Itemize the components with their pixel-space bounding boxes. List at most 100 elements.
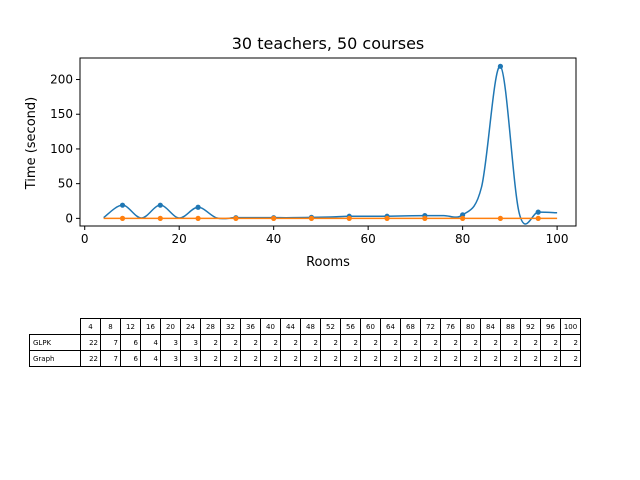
table-column-header: 12	[120, 318, 141, 335]
table-column-header: 24	[180, 318, 201, 335]
graph-point	[195, 215, 201, 221]
table-column-header: 44	[280, 318, 301, 335]
graph-point	[535, 215, 541, 221]
table-column-header: 60	[360, 318, 381, 335]
table-cell: 3	[160, 334, 181, 351]
table-cell: 2	[320, 334, 341, 351]
table-row: Graph 22 7 6 4 3 3 2 2 2 2 2 2 2 2 2 2 2 2 2 2 2 2 2 2 2	[29, 350, 581, 367]
table-cell: 2	[400, 350, 421, 367]
table-corner	[30, 319, 81, 335]
table-cell: 6	[120, 334, 141, 351]
table-cell: 2	[460, 350, 481, 367]
table-column-header: 36	[240, 318, 261, 335]
table-column-header: 52	[320, 318, 341, 335]
y-axis-label: Time (second)	[24, 97, 39, 190]
table-column-header: 32	[220, 318, 241, 335]
graph-point	[346, 215, 352, 221]
x-tick-label: 80	[455, 232, 470, 246]
table-cell: 22	[80, 334, 101, 351]
table-cell: 2	[260, 334, 281, 351]
table-column-header: 40	[260, 318, 281, 335]
table-column-header: 4	[80, 318, 101, 335]
table-column-header: 64	[380, 318, 401, 335]
table-cell: 2	[420, 350, 441, 367]
table-cell: 2	[380, 350, 401, 367]
table-cell: 4	[140, 350, 161, 367]
table-cell: 2	[340, 350, 361, 367]
table-cell: 2	[280, 334, 301, 351]
table-column-header: 96	[540, 318, 561, 335]
table-cell: 2	[560, 334, 581, 351]
x-tick-label: 40	[266, 232, 281, 246]
table-cell: 2	[440, 334, 461, 351]
table-cell: 2	[520, 334, 541, 351]
graph-point	[157, 215, 163, 221]
table-column-header: 100	[560, 318, 581, 335]
glpk-point	[195, 204, 201, 210]
x-tick-label: 20	[172, 232, 187, 246]
table-column-header: 84	[480, 318, 501, 335]
table-cell: 3	[160, 350, 181, 367]
graph-point	[384, 215, 390, 221]
table-cell: 3	[180, 350, 201, 367]
graph-point	[460, 215, 466, 221]
table-column-header: 80	[460, 318, 481, 335]
x-tick-label: 100	[546, 232, 569, 246]
table-cell: 2	[360, 350, 381, 367]
table-column-header: 16	[140, 318, 161, 335]
x-tick-label: 0	[81, 232, 89, 246]
table-cell: 2	[400, 334, 421, 351]
table-cell: 3	[180, 334, 201, 351]
table-column-header: 92	[520, 318, 541, 335]
graph-point	[422, 215, 428, 221]
glpk-point	[535, 209, 541, 215]
table-cell: 2	[300, 350, 321, 367]
table-cell: 2	[240, 350, 261, 367]
table-cell: 2	[480, 334, 501, 351]
table-cell: 2	[360, 334, 381, 351]
y-tick-label: 0	[65, 211, 73, 225]
table-column-header: 68	[400, 318, 421, 335]
table-row: GLPK 22 7 6 4 3 3 2 2 2 2 2 2 2 2 2 2 2 2 2 2 2 2 2 2 2	[29, 334, 581, 351]
table-column-header: 56	[340, 318, 361, 335]
y-tick-label: 200	[50, 73, 73, 87]
table-cell: 6	[120, 350, 141, 367]
glpk-series-line	[103, 65, 558, 225]
x-tick-label: 60	[361, 232, 376, 246]
graph-point	[271, 215, 277, 221]
table-cell: 7	[100, 350, 121, 367]
table-cell: 2	[460, 334, 481, 351]
y-tick-label: 100	[50, 142, 73, 156]
plot-area: 0 20 40 60 80 100 0 50 100 150 200	[50, 63, 569, 246]
graph-point	[308, 215, 315, 221]
table-cell: 2	[540, 350, 561, 367]
table-cell: 2	[540, 334, 561, 351]
table-cell: 2	[300, 334, 321, 351]
table-cell: 2	[220, 334, 241, 351]
table-row-label: Graph	[29, 350, 81, 367]
table-column-header: 88	[500, 318, 521, 335]
table-cell: 22	[80, 350, 101, 367]
table-column-header: 48	[300, 318, 321, 335]
table-cell: 2	[220, 350, 241, 367]
table-cell: 2	[200, 334, 221, 351]
y-tick-label: 150	[50, 107, 73, 121]
table-row-label: GLPK	[29, 334, 81, 351]
graph-point	[497, 215, 504, 221]
x-axis-label: Rooms	[306, 255, 350, 270]
table-cell: 2	[500, 334, 521, 351]
table-column-header: 28	[200, 318, 221, 335]
axes-frame	[79, 57, 577, 227]
table-column-header: 8	[100, 318, 121, 335]
table-cell: 2	[240, 334, 261, 351]
graph-point	[119, 215, 126, 221]
table-column-header: 72	[420, 318, 441, 335]
glpk-point	[119, 202, 126, 208]
table-column-header: 20	[160, 318, 181, 335]
table-cell: 2	[200, 350, 221, 367]
chart-title: 30 teachers, 50 courses	[232, 34, 425, 53]
glpk-point	[157, 202, 163, 208]
table-cell: 2	[340, 334, 361, 351]
table-column-header: 76	[440, 318, 461, 335]
